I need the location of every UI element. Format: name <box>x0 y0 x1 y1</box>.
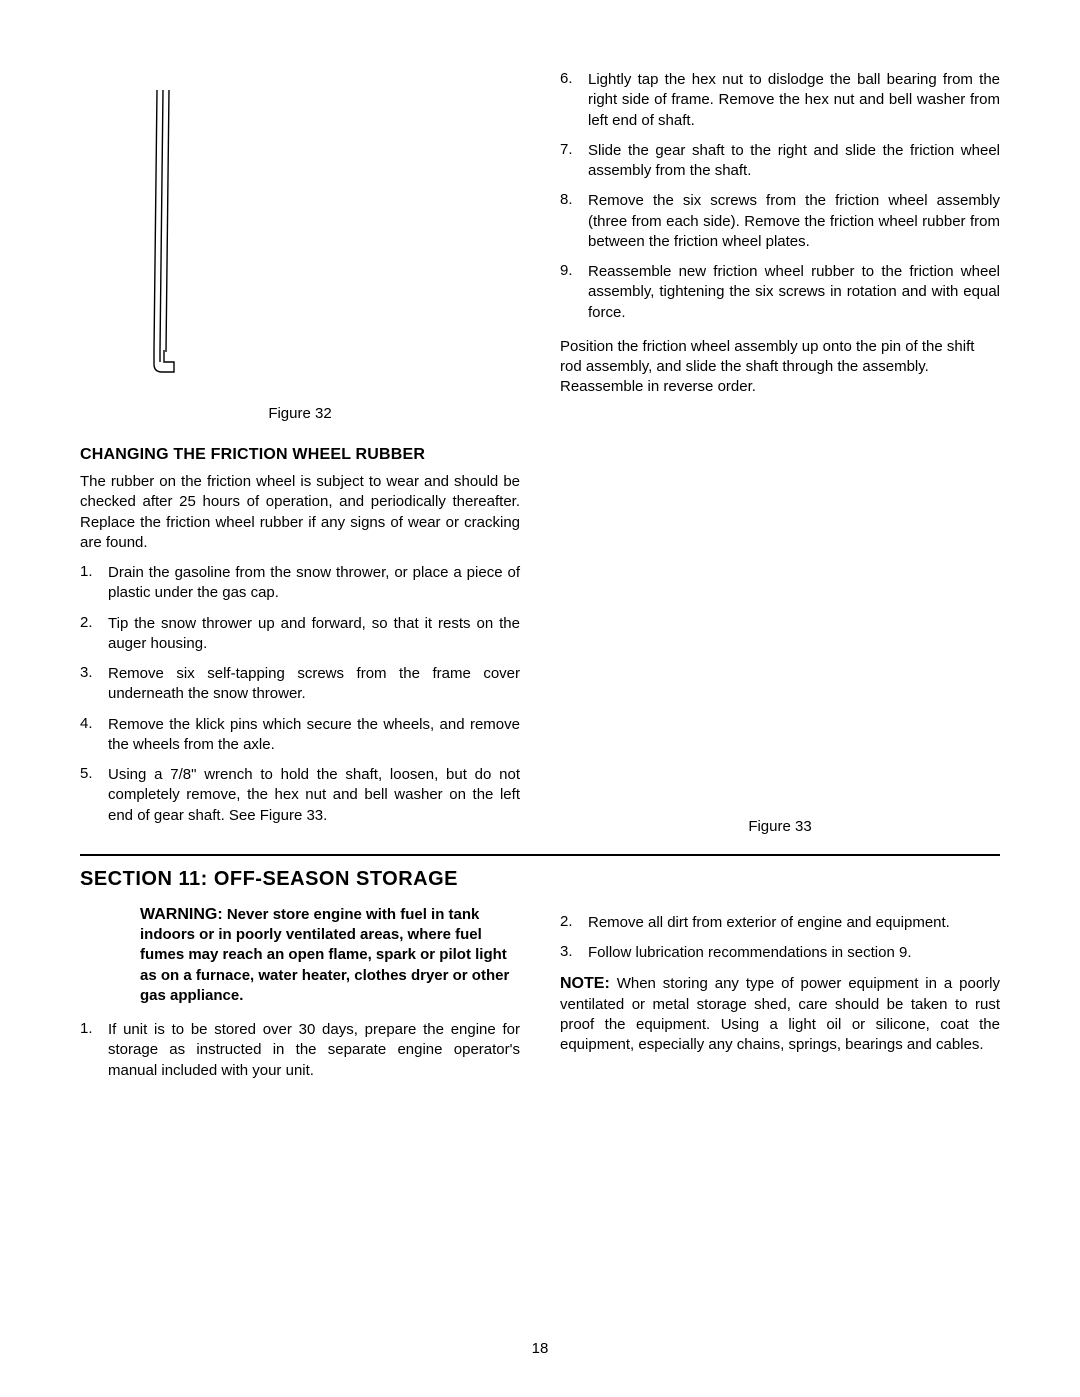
step-1: 1.Drain the gasoline from the snow throw… <box>80 563 520 604</box>
figure-32-caption: Figure 32 <box>80 405 520 422</box>
step-num: 6. <box>560 70 588 131</box>
step-text: Follow lubrication recommendations in se… <box>588 943 1000 963</box>
step-num: 4. <box>80 715 108 756</box>
step-num: 5. <box>80 765 108 826</box>
step-num: 3. <box>560 943 588 963</box>
storage-step-3: 3.Follow lubrication recommendations in … <box>560 943 1000 963</box>
left-column: Figure 32 CHANGING THE FRICTION WHEEL RU… <box>80 60 520 836</box>
friction-wheel-closing: Position the friction wheel assembly up … <box>560 337 1000 398</box>
warning-lead: WARNING: <box>140 906 223 923</box>
step-num: 1. <box>80 1020 108 1081</box>
friction-wheel-steps-1-5: 1.Drain the gasoline from the snow throw… <box>80 563 520 826</box>
note-lead: NOTE: <box>560 975 610 992</box>
note-block: NOTE: When storing any type of power equ… <box>560 973 1000 1055</box>
step-num: 7. <box>560 141 588 182</box>
friction-wheel-heading: CHANGING THE FRICTION WHEEL RUBBER <box>80 446 520 464</box>
step-text: Reassemble new friction wheel rubber to … <box>588 262 1000 323</box>
storage-steps-right: 2.Remove all dirt from exterior of engin… <box>560 913 1000 964</box>
step-text: Tip the snow thrower up and forward, so … <box>108 614 520 655</box>
step-9: 9.Reassemble new friction wheel rubber t… <box>560 262 1000 323</box>
step-text: If unit is to be stored over 30 days, pr… <box>108 1020 520 1081</box>
step-7: 7.Slide the gear shaft to the right and … <box>560 141 1000 182</box>
friction-wheel-intro: The rubber on the friction wheel is subj… <box>80 472 520 553</box>
step-num: 1. <box>80 563 108 604</box>
section-11-columns: WARNING: Never store engine with fuel in… <box>80 905 1000 1091</box>
step-2: 2.Tip the snow thrower up and forward, s… <box>80 614 520 655</box>
step-text: Using a 7/8" wrench to hold the shaft, l… <box>108 765 520 826</box>
step-text: Remove the six screws from the friction … <box>588 191 1000 252</box>
section-11-right: 2.Remove all dirt from exterior of engin… <box>560 905 1000 1091</box>
step-num: 8. <box>560 191 588 252</box>
right-column: 6.Lightly tap the hex nut to dislodge th… <box>560 60 1000 836</box>
step-text: Drain the gasoline from the snow thrower… <box>108 563 520 604</box>
manual-page: Figure 32 CHANGING THE FRICTION WHEEL RU… <box>0 0 1080 1397</box>
step-text: Remove the klick pins which secure the w… <box>108 715 520 756</box>
warning-block: WARNING: Never store engine with fuel in… <box>140 905 520 1006</box>
step-num: 9. <box>560 262 588 323</box>
step-text: Remove six self-tapping screws from the … <box>108 664 520 705</box>
step-num: 2. <box>80 614 108 655</box>
step-text: Remove all dirt from exterior of engine … <box>588 913 1000 933</box>
storage-steps-left: 1.If unit is to be stored over 30 days, … <box>80 1020 520 1081</box>
step-3: 3.Remove six self-tapping screws from th… <box>80 664 520 705</box>
step-4: 4.Remove the klick pins which secure the… <box>80 715 520 756</box>
section-divider <box>80 854 1000 856</box>
step-8: 8.Remove the six screws from the frictio… <box>560 191 1000 252</box>
step-num: 3. <box>80 664 108 705</box>
figure-32-svg <box>140 90 200 390</box>
step-text: Slide the gear shaft to the right and sl… <box>588 141 1000 182</box>
page-number: 18 <box>0 1340 1080 1357</box>
storage-step-2: 2.Remove all dirt from exterior of engin… <box>560 913 1000 933</box>
storage-step-1: 1.If unit is to be stored over 30 days, … <box>80 1020 520 1081</box>
step-5: 5.Using a 7/8" wrench to hold the shaft,… <box>80 765 520 826</box>
friction-wheel-steps-6-9: 6.Lightly tap the hex nut to dislodge th… <box>560 70 1000 323</box>
section-11-title: SECTION 11: OFF-SEASON STORAGE <box>80 868 1000 891</box>
section-11-left: WARNING: Never store engine with fuel in… <box>80 905 520 1091</box>
note-body: When storing any type of power equipment… <box>560 975 1000 1053</box>
figure-33-caption: Figure 33 <box>560 818 1000 835</box>
step-6: 6.Lightly tap the hex nut to dislodge th… <box>560 70 1000 131</box>
top-columns: Figure 32 CHANGING THE FRICTION WHEEL RU… <box>80 60 1000 836</box>
step-text: Lightly tap the hex nut to dislodge the … <box>588 70 1000 131</box>
figure-32 <box>140 90 520 395</box>
step-num: 2. <box>560 913 588 933</box>
